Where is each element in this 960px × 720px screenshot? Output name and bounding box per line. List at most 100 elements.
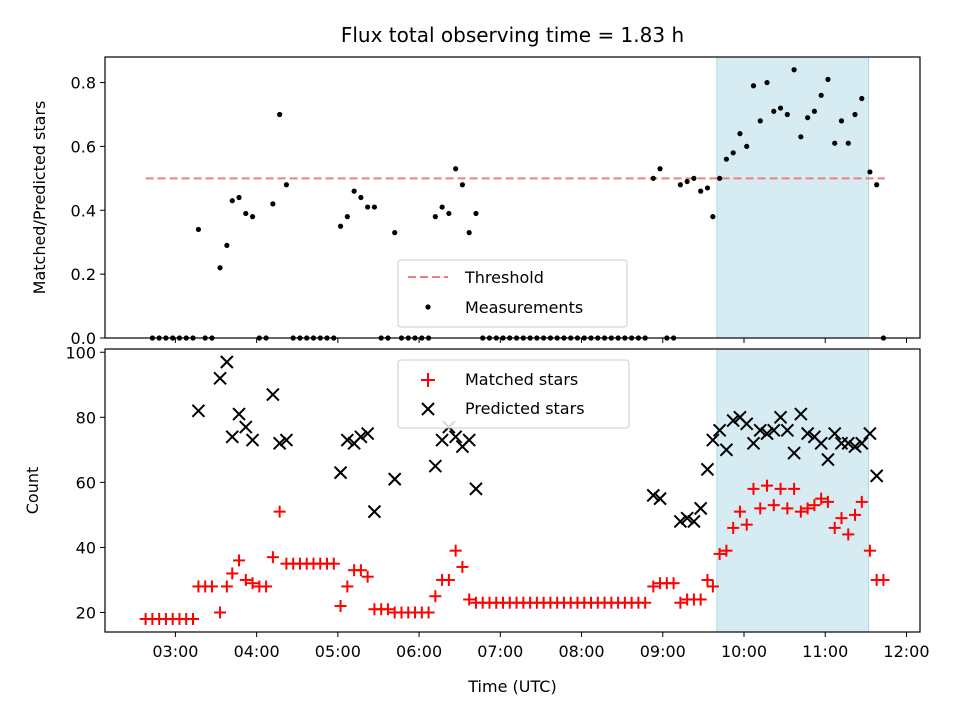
count-legend: Matched stars Predicted stars <box>397 359 630 429</box>
measurement-point <box>337 223 344 229</box>
matched-star-point <box>220 580 233 593</box>
predicted-star-point <box>239 420 253 434</box>
count-plot-frame <box>104 348 921 633</box>
predicted-star-point <box>794 407 808 421</box>
matched-star-point <box>720 544 733 557</box>
measurement-point <box>867 169 873 175</box>
measurement-point <box>371 204 378 210</box>
measurement-point <box>859 95 865 102</box>
x-tick-label: 06:00 <box>396 642 442 661</box>
measurement-point <box>874 182 880 188</box>
measurement-point <box>459 182 466 188</box>
matched-star-point <box>226 567 239 580</box>
x-tick-label: 11:00 <box>802 642 848 661</box>
predicted-star-point <box>225 430 239 444</box>
measurement-point <box>838 118 845 124</box>
x-tick-label: 05:00 <box>315 642 361 661</box>
predicted-star-point <box>680 511 694 525</box>
predicted-star-point <box>266 387 280 402</box>
measurement-point <box>466 230 472 236</box>
predicted-star-point <box>354 430 368 444</box>
ratio-y-tick-label: 0.2 <box>71 265 96 284</box>
count-highlight-span <box>716 348 870 633</box>
ratio-panel: 0.00.20.40.60.8 Matched/Predicted stars … <box>30 56 921 348</box>
matched-star-point <box>334 599 347 612</box>
matched-star-point <box>788 482 801 495</box>
matched-star-point <box>429 590 442 603</box>
measurement-point <box>277 111 283 118</box>
ratio-y-tick-label: 0.0 <box>71 329 96 348</box>
matched-star-point <box>442 573 455 586</box>
measurement-point <box>710 214 716 220</box>
predicted-star-point <box>821 452 835 467</box>
x-tick-label: 07:00 <box>477 642 523 661</box>
x-tick-label: 04:00 <box>234 642 280 661</box>
predicted-star-point <box>428 459 443 473</box>
matched-star-point <box>246 577 259 590</box>
matched-star-point <box>855 495 868 508</box>
measurement-point <box>453 166 459 172</box>
matched-star-point <box>449 544 462 557</box>
legend-predicted-swatch <box>421 402 435 416</box>
measurement-point <box>717 175 723 181</box>
predicted-star-point <box>462 433 476 447</box>
matched-star-point <box>761 479 774 492</box>
measurement-point <box>283 182 290 188</box>
predicted-star-point <box>855 436 869 451</box>
legend-threshold-label: Threshold <box>464 268 544 287</box>
measurement-point <box>243 210 249 217</box>
measurement-point <box>365 204 371 210</box>
measurement-point <box>392 230 398 236</box>
predicted-star-point <box>800 426 815 441</box>
matched-star-point <box>694 593 707 606</box>
ratio-y-tick-label: 0.4 <box>71 201 96 220</box>
measurement-point <box>805 115 811 121</box>
matched-star-point <box>828 521 841 534</box>
predicted-star-point <box>869 469 884 483</box>
matched-star-point <box>740 518 753 531</box>
legend-measurements-label: Measurements <box>465 298 583 317</box>
x-tick-label: 03:00 <box>152 642 198 661</box>
matched-star-point <box>863 544 876 557</box>
predicted-star-point <box>828 426 842 441</box>
matched-star-point <box>233 554 246 567</box>
predicted-star-point <box>687 514 701 529</box>
predicted-star-point <box>367 504 382 519</box>
measurement-point <box>784 111 790 118</box>
predicted-star-point <box>706 433 720 447</box>
matched-star-point <box>647 580 660 593</box>
predicted-star-point <box>469 482 483 496</box>
legend-matched-label: Matched stars <box>465 370 578 389</box>
matched-star-point <box>667 577 680 590</box>
chart-title: Flux total observing time = 1.83 h <box>341 23 684 47</box>
predicted-star-point <box>388 472 402 486</box>
predicted-star-point <box>863 426 877 441</box>
measurement-point <box>236 194 242 201</box>
matched-star-point <box>713 547 726 560</box>
measurement-point <box>832 140 838 146</box>
measurement-point <box>691 175 697 181</box>
measurement-point <box>744 143 750 150</box>
measurement-point <box>845 140 851 146</box>
predicted-star-point <box>712 423 727 438</box>
measurement-point <box>730 150 736 156</box>
matched-star-point <box>801 502 814 515</box>
x-tick-label: 08:00 <box>558 642 604 661</box>
matched-star-point <box>214 606 227 619</box>
measurement-point <box>217 265 223 271</box>
measurement-point <box>657 166 663 172</box>
matched-star-point <box>877 573 890 586</box>
matched-star-point <box>815 492 828 505</box>
measurement-point <box>723 156 730 162</box>
predicted-star-point <box>767 423 781 438</box>
measurement-point <box>818 92 824 98</box>
matched-star-point <box>821 495 834 508</box>
matched-star-point <box>463 593 476 606</box>
legend-measurements-swatch <box>425 304 431 310</box>
ratio-y-axis-label: Matched/Predicted stars <box>30 101 49 295</box>
predicted-star-point <box>272 436 287 451</box>
matched-star-point <box>727 521 740 534</box>
ratio-y-tick-label: 0.6 <box>71 137 96 156</box>
matched-star-point <box>747 482 760 495</box>
